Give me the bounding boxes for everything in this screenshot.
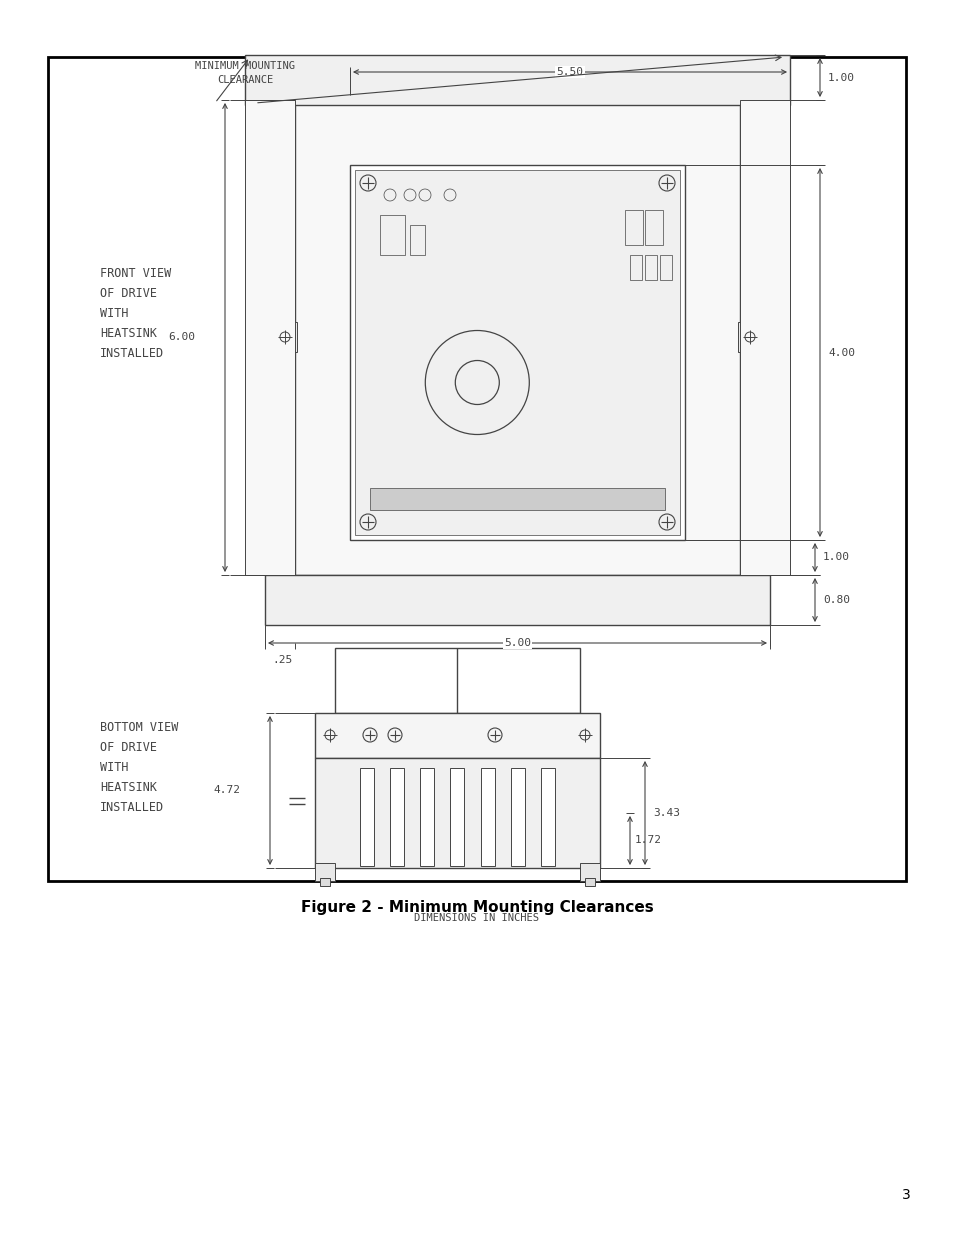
Text: BOTTOM VIEW
OF DRIVE
WITH
HEATSINK
INSTALLED: BOTTOM VIEW OF DRIVE WITH HEATSINK INSTA… <box>100 721 178 815</box>
Bar <box>624 210 642 245</box>
Bar <box>579 863 599 881</box>
Bar <box>540 768 555 866</box>
Text: 0.80: 0.80 <box>822 595 849 605</box>
Bar <box>738 322 760 352</box>
Text: 1.00: 1.00 <box>822 552 849 562</box>
Bar <box>480 768 494 866</box>
Bar <box>644 254 657 280</box>
Bar <box>335 648 579 713</box>
Bar <box>584 878 595 885</box>
Bar <box>510 768 524 866</box>
Bar <box>265 576 769 625</box>
Text: 6.00: 6.00 <box>168 332 194 342</box>
Text: 1.00: 1.00 <box>827 73 854 83</box>
Bar <box>245 100 294 576</box>
Bar <box>314 713 599 758</box>
Bar <box>740 100 789 576</box>
Bar <box>294 100 740 576</box>
Bar <box>379 215 405 254</box>
Text: FRONT VIEW
OF DRIVE
WITH
HEATSINK
INSTALLED: FRONT VIEW OF DRIVE WITH HEATSINK INSTAL… <box>100 267 172 361</box>
Bar <box>314 758 599 868</box>
Bar <box>245 56 789 105</box>
Bar <box>350 165 684 540</box>
Text: Figure 2 - Minimum Mounting Clearances: Figure 2 - Minimum Mounting Clearances <box>300 900 653 915</box>
Bar <box>355 170 679 535</box>
Text: MINIMUM MOUNTING
CLEARANCE: MINIMUM MOUNTING CLEARANCE <box>194 61 294 85</box>
Bar <box>420 768 434 866</box>
Bar <box>659 254 671 280</box>
Text: 1.72: 1.72 <box>635 836 661 846</box>
Text: 3.43: 3.43 <box>652 808 679 818</box>
Bar <box>319 878 330 885</box>
Bar <box>410 225 424 254</box>
Bar <box>359 768 374 866</box>
Text: 5.00: 5.00 <box>503 638 531 648</box>
Bar <box>629 254 641 280</box>
Text: 4.00: 4.00 <box>827 347 854 357</box>
Bar <box>370 488 664 510</box>
Bar <box>314 863 335 881</box>
Bar <box>450 768 464 866</box>
Text: 4.72: 4.72 <box>213 785 240 795</box>
Text: 5.50: 5.50 <box>556 67 583 77</box>
Text: 3: 3 <box>901 1188 909 1202</box>
Bar <box>644 210 662 245</box>
Bar <box>48 57 905 881</box>
Bar <box>274 322 296 352</box>
Text: DIMENSIONS IN INCHES: DIMENSIONS IN INCHES <box>414 913 539 923</box>
Text: .25: .25 <box>273 655 293 664</box>
Bar <box>390 768 404 866</box>
